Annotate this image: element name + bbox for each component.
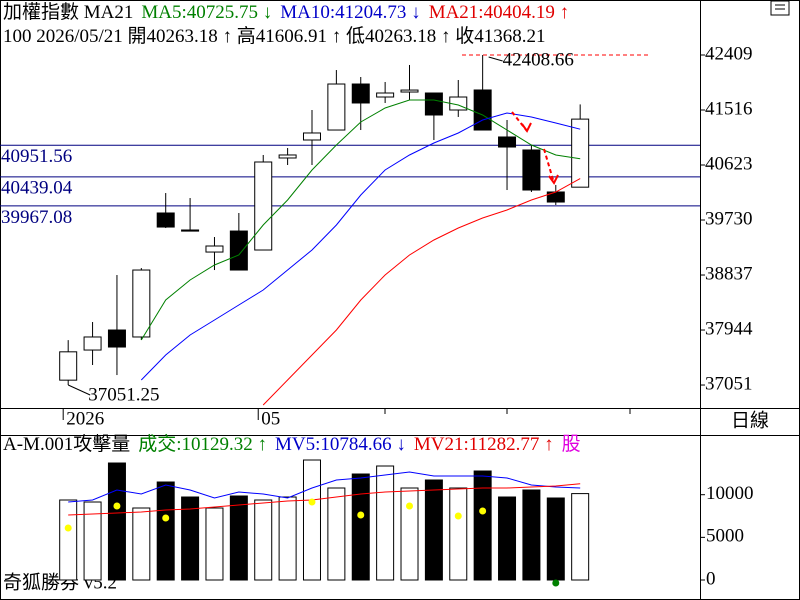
- volume-bar: [302, 459, 321, 581]
- arrow-head: [548, 174, 559, 185]
- volume-bar: [473, 470, 492, 581]
- candle-body: [351, 83, 370, 104]
- signal-dot: [552, 579, 560, 587]
- header-line: 加權指數 MA21 MA5:40725.75 ↓ MA10:41204.73 ↓ MA…: [3, 1, 569, 23]
- plot-area: 40951.56 40439.04 39967.08 42408.66 37051.25…: [0, 49, 700, 587]
- volume-bar: [449, 487, 468, 581]
- annotation-leader: [488, 56, 503, 62]
- volume-bar: [546, 497, 565, 581]
- volume-bar: [83, 501, 102, 581]
- y-tick-label: 37051: [705, 373, 753, 394]
- panel-header-segment: MV5:10784.66 ↓: [275, 434, 406, 455]
- low-label: 37051.25: [88, 384, 159, 405]
- ma-line: [140, 99, 581, 341]
- y-tick-label: 37944: [705, 318, 753, 339]
- candle-body: [376, 92, 395, 98]
- reference-label: 40439.04: [1, 178, 73, 199]
- signal-dot: [479, 507, 487, 515]
- signal-dot: [113, 502, 121, 510]
- volume-ma-line: [68, 471, 581, 503]
- volume-bar: [181, 496, 200, 581]
- volume-bar: [229, 495, 248, 581]
- arrow: [543, 148, 555, 184]
- candle-body: [254, 161, 273, 251]
- panel-header-segment: 成交:10129.32 ↑: [138, 433, 267, 455]
- candle-body: [327, 83, 346, 131]
- volume-bar: [351, 473, 370, 581]
- y-tick-label: 0: [706, 568, 716, 589]
- signal-dot: [162, 514, 170, 522]
- y-tick-label: 38837: [705, 263, 753, 284]
- x-tick-label: 2026: [66, 408, 104, 429]
- ma-line: [262, 178, 581, 406]
- volume-bar: [254, 499, 273, 581]
- candle-body: [229, 230, 248, 271]
- volume-bar: [571, 493, 590, 581]
- candle-body: [181, 229, 200, 232]
- candle-body: [132, 269, 151, 338]
- volume-bar: [400, 487, 419, 581]
- arrow-head: [521, 122, 532, 133]
- signal-dot: [308, 498, 316, 506]
- volume-bar: [278, 496, 297, 581]
- header-segment: 加權指數 MA21: [3, 1, 133, 23]
- volume-bar: [424, 479, 443, 581]
- y-tick-label: 41516: [705, 98, 753, 119]
- candle-body: [107, 329, 126, 348]
- header-segment: MA21:40404.19 ↑: [429, 2, 569, 23]
- x-tick-label: 05: [261, 408, 280, 429]
- candle-body: [205, 245, 224, 253]
- y-tick-label: 39730: [705, 208, 753, 229]
- header-segment: MA10:41204.73 ↓: [280, 2, 420, 23]
- volume-bar: [132, 507, 151, 581]
- candle-body: [473, 89, 492, 131]
- volume-bar: [498, 496, 517, 581]
- ma-line: [140, 112, 581, 381]
- header-line: 100 2026/05/21 開40263.18 ↑ 高41606.91 ↑ 低…: [3, 25, 546, 47]
- volume-bar: [156, 481, 175, 581]
- volume-bar: [376, 465, 395, 581]
- panel-header: A-M.001攻擊量 成交:10129.32 ↑ MV5:10784.66 ↓ MV2…: [3, 433, 581, 455]
- candle-body: [59, 351, 78, 381]
- volume-bar: [327, 487, 346, 581]
- volume-bar: [205, 507, 224, 581]
- candle-body: [522, 149, 541, 191]
- header-segment: 100 2026/05/21 開40263.18 ↑ 高41606.91 ↑ 低…: [3, 25, 546, 47]
- candle-body: [83, 336, 102, 351]
- period-label: 日線: [731, 409, 769, 431]
- signal-dot: [357, 511, 365, 519]
- y-tick-label: 42409: [705, 43, 753, 64]
- panel-header-segment: 股: [562, 434, 581, 455]
- corner-box: [770, 0, 790, 16]
- panel-header-segment: MV21:11282.77 ↑: [414, 434, 554, 455]
- candle-body: [498, 136, 517, 148]
- candle-body: [571, 118, 590, 188]
- header-segment: MA5:40725.75 ↓: [141, 2, 272, 23]
- y-tick-label: 5000: [706, 526, 744, 547]
- candle-body: [424, 92, 443, 116]
- panel-header-segment: A-M.001攻擊量: [3, 433, 130, 455]
- volume-bar: [107, 462, 126, 581]
- volume-ma-line: [68, 483, 581, 516]
- signal-dot: [454, 512, 462, 520]
- candle-body: [278, 154, 297, 159]
- signal-dot: [64, 524, 72, 532]
- volume-bar: [522, 489, 541, 581]
- high-label: 42408.66: [503, 49, 574, 70]
- reference-label: 40951.56: [1, 146, 72, 167]
- volume-bar: [59, 499, 78, 581]
- y-tick-label: 40623: [705, 153, 753, 174]
- reference-label: 39967.08: [1, 207, 72, 228]
- candle-body: [400, 89, 419, 93]
- y-tick-label: 10000: [706, 483, 754, 504]
- annotation-leader: [67, 384, 91, 396]
- signal-dot: [406, 502, 414, 510]
- candle-body: [302, 132, 321, 141]
- candle-body: [156, 212, 175, 228]
